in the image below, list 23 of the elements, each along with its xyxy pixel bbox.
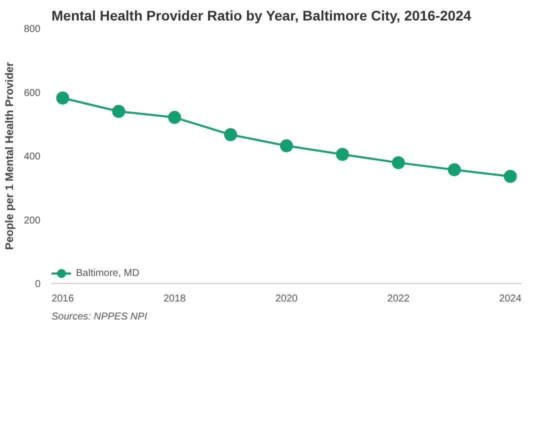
legend-label: Baltimore, MD (76, 268, 140, 278)
point (112, 104, 126, 118)
x-tick-label: 2016 (52, 294, 74, 304)
y-axis-title: People per 1 Mental Health Provider (4, 61, 16, 250)
point (56, 92, 70, 104)
point (168, 110, 182, 124)
x-tick-label: 2018 (163, 294, 186, 304)
point (504, 170, 517, 183)
y-tick-label: 200 (24, 215, 41, 226)
chart-title: Mental Health Provider Ratio by Year, Baltimore City, 2016-2024 (52, 8, 472, 24)
point (448, 163, 461, 176)
point (336, 148, 349, 161)
point (224, 128, 238, 142)
x-tick-label: 2022 (387, 294, 410, 304)
point (392, 156, 405, 170)
x-tick-label: 2020 (275, 294, 298, 304)
point (280, 139, 293, 152)
y-tick-label: 400 (24, 152, 41, 162)
source-note: Sources: NPPES NPI (52, 312, 148, 322)
x-tick-label: 2024 (499, 294, 522, 304)
y-tick-label: 0 (34, 279, 41, 290)
y-tick-label: 600 (24, 88, 41, 99)
y-tick-label: 800 (24, 24, 41, 35)
